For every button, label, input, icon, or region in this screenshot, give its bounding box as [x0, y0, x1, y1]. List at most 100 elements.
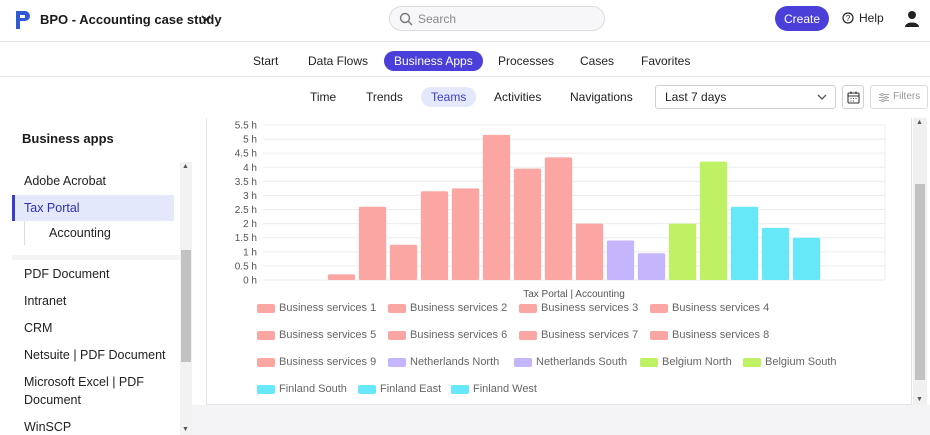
scroll-up-arrow-icon[interactable]: ▲: [916, 119, 923, 126]
scroll-down-arrow-icon[interactable]: ▼: [916, 396, 923, 403]
chevron-down-icon: [817, 94, 827, 100]
legend-label: Business services 1: [279, 302, 377, 314]
legend-label: Business services 8: [672, 329, 770, 341]
chart-bar[interactable]: [699, 161, 728, 280]
help-label: Help: [859, 11, 884, 25]
sidebar-item-intranet[interactable]: Intranet: [24, 294, 67, 308]
app-logo-icon[interactable]: [14, 9, 32, 31]
y-tick-label: 3 h: [243, 191, 257, 202]
tab-business-apps[interactable]: Business Apps: [384, 51, 483, 71]
sidebar-item-pdf-document[interactable]: PDF Document: [24, 267, 110, 281]
sidebar-item-excel-pdf[interactable]: Microsoft Excel | PDF Document: [24, 375, 144, 407]
app-title[interactable]: BPO - Accounting case study: [40, 12, 222, 27]
tab-cases[interactable]: Cases: [580, 54, 615, 68]
tab-activities[interactable]: Activities: [494, 90, 542, 104]
chevron-down-icon[interactable]: [200, 11, 212, 25]
legend-swatch: [257, 330, 275, 340]
legend-item[interactable]: Finland East: [358, 383, 441, 395]
legend-item[interactable]: Belgium South: [743, 356, 837, 368]
tab-data-flows[interactable]: Data Flows: [308, 54, 369, 68]
legend-label: Finland West: [473, 383, 537, 395]
calendar-button[interactable]: [842, 85, 864, 109]
legend-swatch: [650, 303, 668, 313]
sidebar-scrollbar[interactable]: ▲ ▼: [180, 162, 192, 435]
y-tick-label: 0.5 h: [235, 261, 257, 272]
sidebar-item-accounting[interactable]: Accounting: [24, 221, 174, 245]
chart-bar[interactable]: [792, 237, 821, 280]
legend-item[interactable]: Business services 1: [257, 302, 376, 314]
sidebar-title: Business apps: [22, 131, 114, 146]
chart-bar[interactable]: [575, 223, 604, 280]
tab-navigations[interactable]: Navigations: [570, 90, 633, 104]
chart-bar[interactable]: [544, 157, 573, 280]
legend-swatch: [519, 303, 537, 313]
user-icon[interactable]: [904, 10, 920, 28]
tab-favorites[interactable]: Favorites: [641, 54, 691, 68]
sidebar-item-tax-portal[interactable]: Tax Portal: [12, 195, 174, 221]
y-tick-label: 5 h: [243, 135, 257, 146]
legend-swatch: [514, 357, 532, 367]
chart-bar[interactable]: [389, 244, 418, 280]
legend-item[interactable]: Business services 9: [257, 356, 376, 368]
chart-bar[interactable]: [730, 206, 759, 280]
legend-item[interactable]: Business services 8: [650, 329, 769, 341]
legend-label: Netherlands North: [410, 356, 500, 368]
legend-swatch: [519, 330, 537, 340]
legend-item[interactable]: Business services 5: [257, 329, 376, 341]
search-box[interactable]: [389, 6, 605, 31]
chart-bar[interactable]: [482, 134, 511, 280]
filters-button[interactable]: Filters: [870, 85, 928, 109]
help-button[interactable]: ? Help: [842, 11, 884, 25]
calendar-icon: [847, 91, 860, 104]
sidebar-item-netsuite-pdf[interactable]: Netsuite | PDF Document: [24, 348, 166, 362]
search-input[interactable]: [418, 10, 598, 28]
bar-chart: 0 h 0.5 h 1 h 1.5 h 2 h 2.5 h 3 h 3.5 h 4 h 4.5 h…: [235, 121, 886, 300]
legend-item[interactable]: Netherlands North: [388, 356, 499, 368]
main-scrollbar[interactable]: ▲ ▼: [913, 118, 927, 405]
scroll-up-arrow-icon[interactable]: ▲: [182, 163, 189, 170]
sidebar-divider: [12, 255, 180, 260]
chart-bar[interactable]: [451, 188, 480, 280]
tab-teams[interactable]: Teams: [421, 87, 477, 107]
tab-processes[interactable]: Processes: [498, 54, 555, 68]
legend-item[interactable]: Belgium North: [640, 356, 732, 368]
y-tick-label: 2 h: [243, 219, 257, 230]
tab-trends[interactable]: Trends: [366, 90, 403, 104]
chart-bar[interactable]: [420, 191, 449, 280]
sidebar-item-adobe-acrobat[interactable]: Adobe Acrobat: [24, 174, 107, 188]
date-range-select[interactable]: Last 7 days: [655, 85, 836, 109]
legend-item[interactable]: Business services 2: [388, 302, 507, 314]
legend-item[interactable]: Business services 7: [519, 329, 638, 341]
main-scroll-thumb[interactable]: [915, 184, 925, 380]
legend-label: Finland East: [380, 383, 442, 395]
legend-item[interactable]: Business services 3: [519, 302, 638, 314]
tab-time[interactable]: Time: [310, 90, 337, 104]
chart-bar[interactable]: [637, 253, 666, 280]
y-tick-label: 1 h: [243, 247, 257, 258]
bottom-area: [192, 405, 930, 435]
search-icon: [399, 12, 413, 26]
chart-bar[interactable]: [358, 206, 387, 280]
create-button[interactable]: Create: [775, 6, 829, 31]
legend-item[interactable]: Finland South: [257, 383, 347, 395]
legend-label: Business services 7: [541, 329, 639, 341]
tab-start[interactable]: Start: [253, 54, 279, 68]
chart-bar[interactable]: [606, 240, 635, 280]
sidebar-item-winscp[interactable]: WinSCP: [24, 420, 72, 434]
chart-bar[interactable]: [327, 274, 356, 280]
legend-label: Business services 5: [279, 329, 377, 341]
sidebar-scroll-thumb[interactable]: [181, 250, 191, 362]
chart-bar[interactable]: [513, 168, 542, 280]
legend-label: Business services 4: [672, 302, 770, 314]
scroll-down-arrow-icon[interactable]: ▼: [182, 426, 189, 433]
chart-bar[interactable]: [761, 227, 790, 280]
legend-label: Belgium North: [662, 356, 732, 368]
legend-item[interactable]: Finland West: [451, 383, 537, 395]
legend-item[interactable]: Netherlands South: [514, 356, 627, 368]
top-bar: BPO - Accounting case study Create ? Hel…: [0, 0, 930, 42]
legend-label: Netherlands South: [536, 356, 628, 368]
legend-item[interactable]: Business services 6: [388, 329, 507, 341]
legend-item[interactable]: Business services 4: [650, 302, 769, 314]
sidebar-item-crm[interactable]: CRM: [24, 321, 53, 335]
chart-bar[interactable]: [668, 223, 697, 280]
